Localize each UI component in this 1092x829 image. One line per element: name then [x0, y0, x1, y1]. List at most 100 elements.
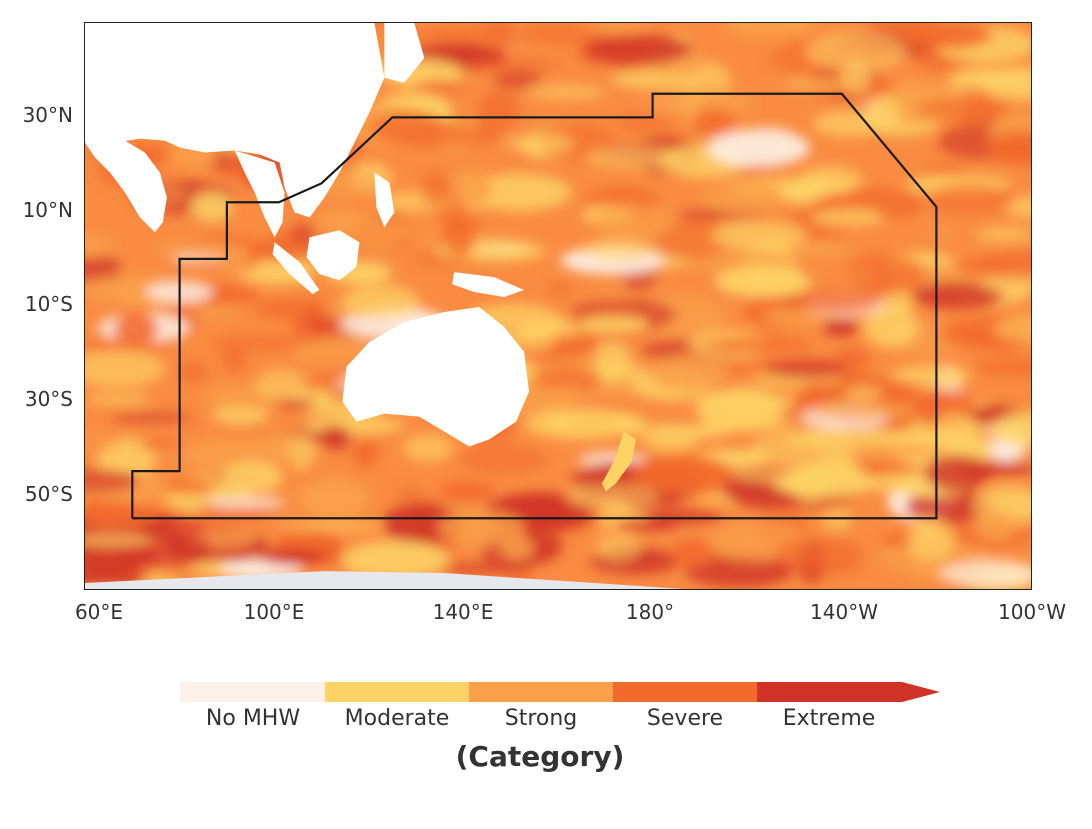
heat-patch	[707, 336, 813, 353]
heat-patch	[724, 23, 816, 37]
category-colorbar	[180, 682, 940, 702]
heat-patch	[206, 496, 287, 509]
heat-patch	[340, 540, 450, 580]
heat-patch	[793, 289, 882, 314]
land-australia	[342, 306, 530, 447]
heat-patch	[395, 489, 426, 503]
heat-patch	[615, 114, 678, 131]
heat-patch	[982, 66, 1031, 101]
heat-patch	[276, 398, 317, 410]
heat-patch	[114, 527, 211, 568]
heat-patch	[456, 169, 492, 206]
heat-patch	[113, 312, 159, 345]
heat-patch	[851, 443, 949, 459]
heat-patch	[776, 468, 877, 497]
heat-patch	[304, 418, 406, 434]
heat-patch	[924, 454, 991, 492]
land-borneo	[306, 230, 360, 281]
heat-patch	[420, 171, 453, 206]
heat-patch	[891, 365, 971, 387]
heat-patch	[220, 461, 283, 493]
lon-tick-label: 140°E	[432, 600, 494, 624]
heat-patch	[592, 203, 676, 240]
heat-patch	[616, 520, 679, 531]
heat-patch	[578, 315, 649, 334]
heat-patch	[630, 454, 734, 494]
heat-patch	[357, 215, 404, 250]
lon-tick-label: 100°E	[243, 600, 305, 624]
heat-patch	[319, 424, 351, 451]
heat-patch	[467, 173, 572, 212]
heat-patch	[972, 359, 1031, 376]
heat-patch	[398, 209, 441, 244]
heat-patch	[915, 96, 1012, 122]
land-new-guinea	[452, 272, 525, 298]
heat-patch	[786, 427, 898, 450]
heat-patch	[775, 536, 864, 573]
heat-patch	[650, 355, 729, 392]
colorbar-segment-extreme	[757, 682, 902, 702]
heat-patch	[885, 291, 913, 316]
heat-patch	[85, 432, 106, 443]
colorbar-extend-arrow	[902, 682, 940, 702]
land-philippines	[374, 172, 395, 228]
heat-patch	[177, 362, 210, 382]
colorbar-segment-strong	[469, 682, 613, 702]
heat-patch	[684, 554, 794, 588]
heat-patch	[671, 538, 715, 567]
heat-patch	[763, 359, 850, 379]
marine-heatwave-map	[84, 22, 1032, 590]
lat-tick-label: 30°N	[22, 103, 73, 127]
heat-patch	[85, 392, 151, 406]
heat-patch	[956, 260, 1004, 275]
colorbar-label-no-mhw: No MHW	[205, 706, 301, 731]
heat-patch	[993, 316, 1031, 343]
heat-patch	[655, 218, 731, 261]
heat-patch	[167, 520, 235, 533]
heat-patch	[693, 108, 737, 137]
heat-patch	[85, 349, 165, 389]
heat-patch	[300, 388, 335, 400]
colorbar-segment-moderate	[325, 682, 469, 702]
heat-patch	[812, 399, 914, 420]
land-asia	[85, 23, 385, 218]
heat-patch	[929, 228, 956, 242]
heat-patch	[209, 334, 309, 352]
land-india	[85, 140, 167, 233]
heat-patch	[437, 481, 497, 502]
heat-patch	[797, 165, 863, 194]
heat-patch	[812, 110, 884, 137]
colorbar-label-moderate: Moderate	[344, 706, 450, 731]
heat-patch	[987, 131, 1031, 166]
heat-patch	[352, 439, 380, 467]
heat-patch	[163, 479, 216, 494]
heat-patch	[595, 532, 642, 562]
heat-patch	[928, 182, 1016, 216]
heat-patch	[279, 521, 388, 532]
heat-patch	[652, 425, 733, 440]
heat-patch	[548, 281, 573, 297]
heat-patch	[899, 23, 993, 49]
colorbar-segment-severe	[613, 682, 757, 702]
land-korea-japan	[384, 23, 425, 83]
heat-patch	[414, 80, 467, 93]
heat-patch	[863, 306, 919, 348]
heat-patch	[477, 90, 520, 132]
heat-patch	[255, 368, 306, 400]
lon-tick-label: 60°E	[74, 600, 124, 624]
heat-patch	[835, 347, 871, 369]
heat-patch	[582, 238, 656, 262]
lat-tick-label: 10°S	[24, 292, 73, 316]
heat-patch	[287, 432, 316, 471]
heat-patch	[907, 523, 955, 561]
heat-patch	[527, 84, 606, 100]
heat-patch	[711, 220, 807, 251]
heat-patch	[844, 253, 927, 295]
study-region-boundary	[131, 92, 938, 520]
heat-patch	[821, 508, 853, 532]
heat-patch	[786, 78, 848, 92]
heat-patch	[822, 318, 859, 337]
heat-patch	[704, 180, 786, 217]
heat-patch	[109, 412, 193, 424]
heat-patch	[911, 281, 1004, 309]
